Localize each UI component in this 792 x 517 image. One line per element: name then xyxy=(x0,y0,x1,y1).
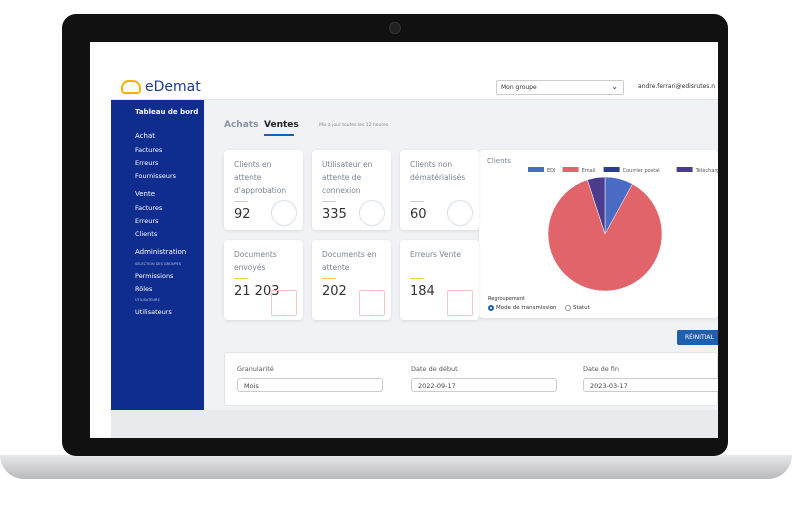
card-dash xyxy=(234,201,248,202)
screen: eDemat Mon groupe ⌄ andre.ferrari@edisrut… xyxy=(90,42,718,438)
filter-panel: Granularité Mois Date de début 2022-09-17 Da… xyxy=(224,352,718,406)
tab-underline xyxy=(264,134,294,136)
card-dash xyxy=(322,201,336,202)
card-value: 60 xyxy=(410,207,427,222)
pie-title: Clients xyxy=(487,157,511,165)
legend-swatch xyxy=(676,167,693,172)
nav-section[interactable]: Achat xyxy=(135,132,155,140)
user-email: andre.ferrari@edisrutes.n xyxy=(638,83,716,90)
card-value: 202 xyxy=(322,284,347,299)
card-dash xyxy=(410,278,424,279)
nav-item[interactable]: Factures xyxy=(135,204,163,212)
legend-swatch xyxy=(603,167,620,172)
sidebar: Tableau de bord Achat Factures Erreurs Fourn… xyxy=(111,100,204,410)
camera xyxy=(389,22,401,34)
card-icon xyxy=(447,290,473,316)
filter-label: Granularité xyxy=(237,365,274,373)
radio-checked[interactable] xyxy=(488,305,494,311)
stat-card: Clients en attente d'approbation 92 xyxy=(224,150,303,230)
radio-label: Statut xyxy=(573,305,590,311)
card-icon xyxy=(359,290,385,316)
card-dash xyxy=(234,278,248,279)
tab[interactable]: Achats xyxy=(224,120,259,130)
pie-slice xyxy=(587,176,606,235)
stat-card: Documents en attente 202 xyxy=(312,240,391,320)
filter-input[interactable]: 2023-03-17 xyxy=(583,378,718,392)
main-area: Achats Ventes Mis à jour toutes les 12 h… xyxy=(204,100,718,410)
card-label: Documents en attente xyxy=(322,250,377,272)
card-value: 21 203 xyxy=(234,284,280,299)
update-note: Mis à jour toutes les 12 heures xyxy=(319,123,389,128)
nav-main[interactable]: Tableau de bord xyxy=(135,108,199,116)
radio-label: Mode de transmission xyxy=(496,305,557,311)
filter-label: Date de fin xyxy=(583,365,620,373)
bottom-strip xyxy=(111,410,718,438)
tab-active[interactable]: Ventes xyxy=(264,120,299,130)
stat-card: Utilisateur en attente de connexion 335 xyxy=(312,150,391,230)
pie-slice xyxy=(547,179,663,292)
legend-swatch xyxy=(562,167,579,172)
card-dash xyxy=(322,278,336,279)
nav-item[interactable]: Fournisseurs xyxy=(135,172,177,180)
group-select-text: Mon groupe xyxy=(501,84,537,91)
filter-input[interactable]: Mois xyxy=(237,378,383,392)
card-icon xyxy=(271,200,297,226)
card-label: Clients non dématérialisés xyxy=(410,160,466,182)
stat-card: Documents envoyés 21 203 xyxy=(224,240,303,320)
filter-input[interactable]: 2022-09-17 xyxy=(411,378,557,392)
filter-label: Date de début xyxy=(411,365,458,373)
chevron: ⌄ xyxy=(611,82,618,91)
nav-item[interactable]: Factures xyxy=(135,146,163,154)
reset-button[interactable]: RÉINITIAL xyxy=(677,330,718,345)
card-icon xyxy=(447,200,473,226)
logo: eDemat xyxy=(145,79,201,95)
nav-item[interactable]: Rôles xyxy=(135,285,153,293)
nav-item[interactable]: Utilisateurs xyxy=(135,308,172,316)
card-icon xyxy=(359,200,385,226)
pie-card: Clients EDI Email Courrier postal Télécharg… xyxy=(479,150,718,318)
nav-caption: SELECTION DES GROUPES xyxy=(135,262,181,266)
card-label: Clients en attente d'approbation xyxy=(234,160,287,195)
radio[interactable] xyxy=(565,305,571,311)
nav-section[interactable]: Administration xyxy=(135,248,187,256)
nav-item[interactable]: Clients xyxy=(135,230,158,238)
nav-item[interactable]: Erreurs xyxy=(135,159,159,167)
legend-label: Téléchargement xyxy=(695,167,718,174)
group-select[interactable]: Mon groupe ⌄ xyxy=(496,80,624,95)
card-label: Erreurs Vente xyxy=(410,250,461,259)
card-dash xyxy=(410,201,424,202)
legend-label: EDI xyxy=(547,168,555,174)
card-value: 335 xyxy=(322,207,347,222)
nav-item[interactable]: Permissions xyxy=(135,272,174,280)
card-value: 184 xyxy=(410,284,435,299)
card-label: Documents envoyés xyxy=(234,250,277,272)
card-value: 92 xyxy=(234,207,251,222)
stat-card: Clients non dématérialisés 60 xyxy=(400,150,479,230)
legend-swatch xyxy=(528,167,544,172)
pie-chart: EDI Email Courrier postal Téléchargement xyxy=(528,167,718,292)
legend-label: Email xyxy=(582,168,596,174)
stat-card: Erreurs Vente 184 xyxy=(400,240,479,320)
app-header: eDemat Mon groupe ⌄ andre.ferrari@edisrut… xyxy=(111,75,718,100)
laptop-base xyxy=(0,455,792,479)
nav-caption: UTILISATEURS xyxy=(135,298,160,302)
card-label: Utilisateur en attente de connexion xyxy=(322,160,373,195)
card-icon xyxy=(271,290,297,316)
grouping-label: Regroupement xyxy=(488,296,525,302)
nav-item[interactable]: Erreurs xyxy=(135,217,159,225)
logo-icon xyxy=(121,80,141,94)
nav-section[interactable]: Vente xyxy=(135,190,156,198)
legend-label: Courrier postal xyxy=(623,168,660,174)
